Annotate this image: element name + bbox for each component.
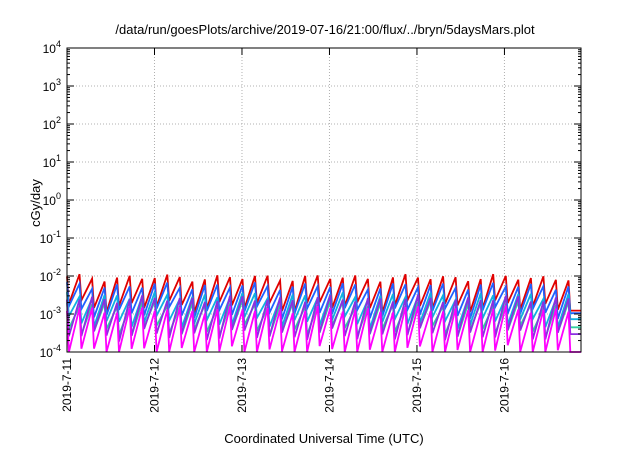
x-tick-label: 2019-7-16 — [497, 358, 511, 413]
y-tick-label: 10-4 — [40, 343, 61, 360]
y-tick-label: 10-2 — [40, 267, 61, 284]
x-tick-label: 2019-7-15 — [410, 358, 424, 413]
x-tick-label: 2019-7-12 — [147, 358, 161, 413]
y-tick-labels: 10-4 10-3 10-2 10-1 100 101 102 103 104 — [40, 39, 61, 360]
y-tick-label: 100 — [43, 191, 61, 208]
y-tick-label: 101 — [43, 153, 61, 170]
x-tick-label: 2019-7-11 — [60, 358, 74, 412]
x-tick-label: 2019-7-14 — [322, 358, 336, 413]
y-tick-label: 10-1 — [40, 229, 61, 246]
tick-marks — [66, 47, 581, 353]
series-group — [66, 273, 581, 353]
y-tick-label: 102 — [43, 115, 61, 132]
y-tick-label: 103 — [43, 77, 61, 94]
y-tick-label: 10-3 — [40, 305, 61, 322]
series-line — [66, 305, 581, 353]
y-axis-label: cGy/day — [28, 179, 43, 227]
x-axis-label: Coordinated Universal Time (UTC) — [224, 431, 423, 446]
x-tick-labels: 2019-7-11 2019-7-12 2019-7-13 2019-7-14 2019… — [60, 358, 511, 413]
y-tick-label: 104 — [43, 39, 61, 56]
x-tick-label: 2019-7-13 — [235, 358, 249, 413]
chart-title: /data/run/goesPlots/archive/2019-07-16/2… — [115, 22, 535, 37]
